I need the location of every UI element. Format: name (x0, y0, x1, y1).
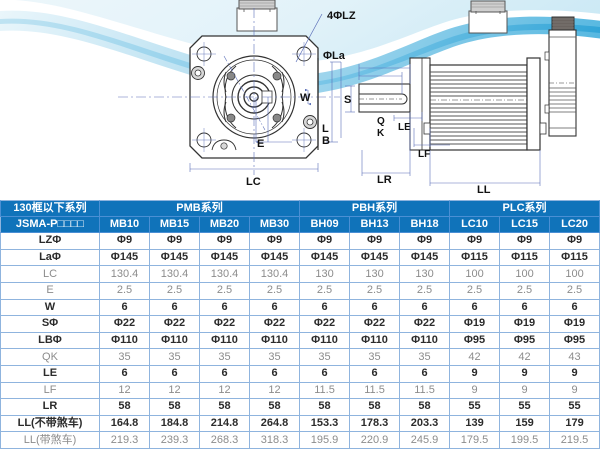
svg-text:4ΦLZ: 4ΦLZ (327, 10, 356, 22)
svg-text:E: E (257, 138, 264, 150)
svg-text:S: S (344, 94, 351, 106)
svg-text:LR: LR (377, 174, 392, 186)
svg-text:LF: LF (418, 149, 430, 160)
svg-text:LL: LL (477, 184, 491, 196)
svg-text:K: K (377, 128, 385, 139)
svg-text:Q: Q (377, 116, 385, 127)
svg-text:LE: LE (398, 122, 411, 133)
svg-text:B: B (322, 135, 330, 147)
svg-text:L: L (322, 123, 329, 135)
svg-text:W: W (300, 92, 311, 104)
svg-text:ΦLa: ΦLa (323, 50, 346, 62)
svg-text:LC: LC (246, 176, 261, 188)
